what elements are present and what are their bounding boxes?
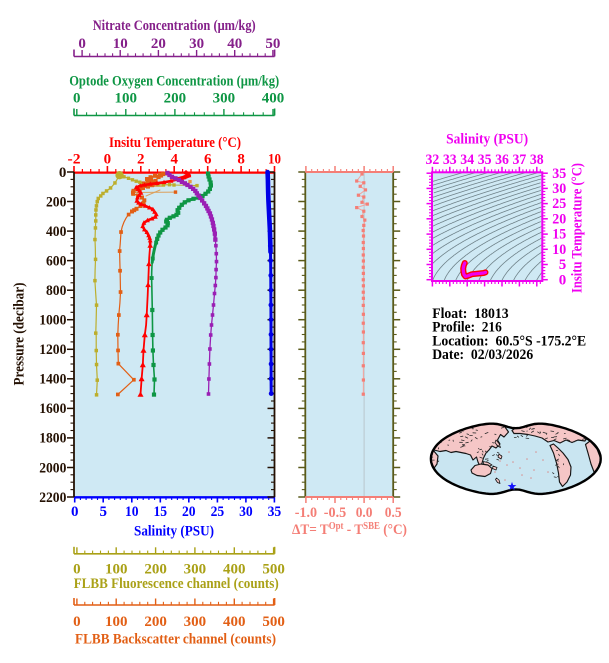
svg-text:Location: 60.5°S -175.2°E: Location: 60.5°S -175.2°E — [432, 333, 586, 349]
svg-text:FLBB Fluorescence channel (cou: FLBB Fluorescence channel (counts) — [74, 576, 279, 592]
svg-text:25: 25 — [552, 196, 566, 212]
svg-text:100: 100 — [115, 91, 138, 107]
svg-text:36: 36 — [495, 152, 509, 168]
svg-text:20: 20 — [552, 211, 566, 227]
svg-text:50: 50 — [265, 36, 280, 52]
svg-text:5: 5 — [559, 257, 567, 273]
svg-text:200: 200 — [164, 91, 187, 107]
svg-text:1200: 1200 — [39, 342, 66, 358]
svg-text:35: 35 — [552, 166, 566, 182]
svg-text:40: 40 — [227, 36, 242, 52]
svg-text:800: 800 — [46, 283, 66, 299]
svg-text:25: 25 — [211, 504, 225, 520]
svg-text:-1.0: -1.0 — [295, 505, 317, 521]
svg-text:30: 30 — [239, 504, 253, 520]
svg-text:2: 2 — [137, 152, 145, 168]
svg-text:400: 400 — [223, 561, 246, 577]
svg-text:500: 500 — [262, 561, 285, 577]
svg-text:32: 32 — [426, 152, 440, 168]
svg-text:2000: 2000 — [39, 460, 66, 476]
svg-text:300: 300 — [184, 561, 207, 577]
svg-text:0: 0 — [78, 36, 86, 52]
svg-text:20: 20 — [182, 504, 196, 520]
svg-text:0: 0 — [73, 614, 81, 630]
svg-text:Pressure (decibar): Pressure (decibar) — [12, 283, 28, 386]
svg-text:20: 20 — [151, 36, 166, 52]
svg-text:38: 38 — [530, 152, 544, 168]
svg-text:FLBB Backscatter channel (coun: FLBB Backscatter channel (counts) — [75, 631, 276, 647]
svg-text:Float: 18013: Float: 18013 — [432, 306, 509, 322]
svg-text:10: 10 — [552, 242, 566, 258]
svg-text:10: 10 — [113, 36, 128, 52]
svg-text:100: 100 — [105, 614, 128, 630]
svg-text:100: 100 — [105, 561, 128, 577]
svg-text:6: 6 — [204, 152, 212, 168]
svg-text:-2: -2 — [68, 152, 81, 168]
svg-text:500: 500 — [262, 614, 285, 630]
svg-text:5: 5 — [99, 504, 107, 520]
svg-text:0: 0 — [59, 165, 67, 181]
svg-text:ΔT= TOpt - TSBE (°C): ΔT= TOpt - TSBE (°C) — [292, 521, 407, 538]
svg-text:Salinity (PSU): Salinity (PSU) — [446, 131, 528, 147]
svg-text:2200: 2200 — [39, 490, 66, 506]
svg-text:4: 4 — [170, 152, 178, 168]
svg-text:0.0: 0.0 — [356, 505, 373, 521]
svg-text:400: 400 — [223, 614, 246, 630]
svg-text:0: 0 — [559, 272, 567, 288]
svg-text:15: 15 — [154, 504, 168, 520]
svg-text:1400: 1400 — [39, 372, 66, 388]
svg-text:0: 0 — [73, 561, 81, 577]
svg-text:Date: 02/03/2026: Date: 02/03/2026 — [432, 347, 533, 363]
svg-text:400: 400 — [46, 224, 66, 240]
svg-text:35: 35 — [478, 152, 492, 168]
svg-text:37: 37 — [513, 152, 527, 168]
svg-text:30: 30 — [189, 36, 204, 52]
svg-text:200: 200 — [144, 614, 167, 630]
svg-text:34: 34 — [460, 152, 474, 168]
svg-text:0: 0 — [104, 152, 112, 168]
svg-text:Insitu Temperature (°C): Insitu Temperature (°C) — [570, 163, 586, 293]
svg-text:Nitrate Concentration (μm/kg): Nitrate Concentration (μm/kg) — [93, 18, 256, 34]
svg-text:400: 400 — [262, 91, 285, 107]
svg-text:1000: 1000 — [39, 313, 66, 329]
svg-text:Optode Oxygen Concentration (μ: Optode Oxygen Concentration (μm/kg) — [69, 73, 279, 89]
svg-text:Profile: 216: Profile: 216 — [432, 320, 502, 336]
svg-text:10: 10 — [125, 504, 139, 520]
svg-text:Insitu Temperature (°C): Insitu Temperature (°C) — [109, 135, 241, 151]
svg-text:15: 15 — [552, 227, 566, 243]
svg-text:0.5: 0.5 — [385, 505, 402, 521]
svg-text:600: 600 — [46, 253, 66, 269]
svg-text:1800: 1800 — [39, 431, 66, 447]
svg-text:0: 0 — [73, 91, 81, 107]
svg-text:300: 300 — [213, 91, 236, 107]
svg-text:-0.5: -0.5 — [324, 505, 346, 521]
svg-text:300: 300 — [184, 614, 207, 630]
svg-text:8: 8 — [237, 152, 245, 168]
svg-text:30: 30 — [552, 181, 566, 197]
svg-text:200: 200 — [144, 561, 167, 577]
svg-text:10: 10 — [268, 152, 281, 168]
svg-text:200: 200 — [46, 194, 66, 210]
svg-text:0: 0 — [71, 504, 79, 520]
svg-text:35: 35 — [268, 504, 282, 520]
svg-text:1600: 1600 — [39, 401, 66, 417]
svg-text:Salinity (PSU): Salinity (PSU) — [134, 524, 214, 540]
svg-text:33: 33 — [443, 152, 457, 168]
